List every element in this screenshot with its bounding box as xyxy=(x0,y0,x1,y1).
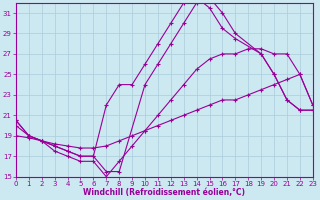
X-axis label: Windchill (Refroidissement éolien,°C): Windchill (Refroidissement éolien,°C) xyxy=(84,188,245,197)
